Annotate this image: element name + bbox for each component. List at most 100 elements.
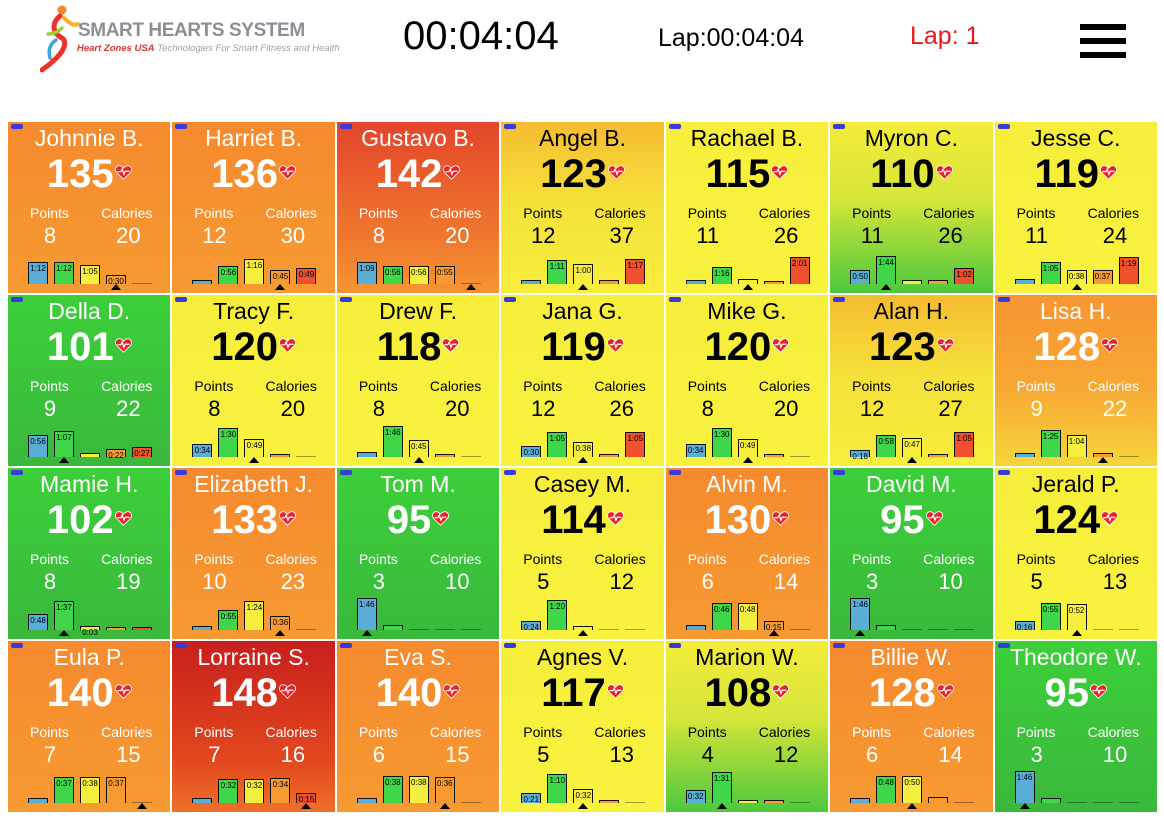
athlete-tile[interactable]: Eula P. 140 Points Calories 7 15 0:37 0:3…: [8, 641, 171, 812]
zone-bar: 1:05: [1040, 262, 1061, 284]
app-header: SMART HEARTS SYSTEM Heart Zones USA Tech…: [0, 0, 1164, 118]
calories-label: Calories: [758, 378, 811, 394]
points-value: 8: [43, 569, 57, 594]
device-badge-icon: [175, 643, 188, 648]
athlete-tile[interactable]: Agnes V. 117 Points Calories 5 13 0:21 1:…: [501, 641, 664, 812]
zone-bar-empty: [1066, 802, 1087, 803]
zone-bar: 0:55: [1040, 603, 1061, 630]
athlete-tile[interactable]: Angel B. 123 Points Calories 12 37 1:11 1…: [501, 122, 664, 293]
device-badge-icon: [997, 124, 1010, 129]
athlete-tile[interactable]: Lisa H. 128 Points Calories 9 22 1:25 1:0…: [994, 295, 1157, 466]
zone-bar: [192, 626, 213, 630]
device-badge-icon: [504, 297, 517, 302]
heart-icon: [279, 338, 296, 353]
zone-time-chart: 1:09 0:56 0:56 0:55: [356, 122, 499, 290]
zone-bar: 0:38: [1066, 270, 1087, 284]
zone-bar-empty: [132, 283, 152, 284]
device-badge-icon: [175, 124, 188, 129]
points-label: Points: [523, 551, 563, 567]
device-badge-icon: [997, 470, 1010, 475]
heart-rate: 142: [375, 152, 443, 196]
athlete-tile[interactable]: David M. 95 Points Calories 3 10 1:46: [830, 468, 993, 639]
points-label: Points: [358, 724, 398, 740]
athlete-tile[interactable]: Alvin M. 130 Points Calories 6 14 0:46 0:…: [665, 468, 829, 639]
zone-bar: [28, 798, 48, 803]
zone-bar: [737, 800, 758, 803]
athlete-tile[interactable]: Lorraine S. 148 Points Calories 7 16 0:3…: [172, 641, 335, 812]
zone-bar: 1:02: [954, 268, 975, 284]
heart-rate: 140: [375, 671, 443, 715]
current-zone-marker-icon: [275, 630, 286, 636]
zone-bar: [763, 800, 784, 803]
zone-bar: [928, 454, 949, 457]
athlete-tile[interactable]: Eva S. 140 Points Calories 6 15 0:38 0:38…: [336, 641, 500, 812]
zone-bar: 0:32: [573, 789, 594, 803]
points-label: Points: [852, 378, 892, 394]
zone-bar: [1092, 453, 1113, 457]
athlete-name: Tracy F.: [213, 298, 295, 324]
points-value: 8: [208, 396, 221, 421]
zone-bar: [763, 454, 784, 457]
athlete-tile[interactable]: Casey M. 114 Points Calories 5 12 0:24 1:…: [501, 468, 664, 639]
athlete-tile[interactable]: Johnnie B. 135 Points Calories 8 20 1:12…: [8, 122, 171, 293]
zone-bar: 0:34: [685, 444, 706, 457]
zone-bar: 1:12: [54, 262, 74, 284]
points-label: Points: [523, 378, 563, 394]
zone-bar: 0:49: [244, 439, 265, 457]
athlete-tile[interactable]: Elizabeth J. 133 Points Calories 10 23 0…: [172, 468, 335, 639]
heart-rate: 120: [704, 325, 772, 369]
hamburger-menu-icon[interactable]: [1080, 24, 1126, 58]
zone-bar: 0:56: [28, 435, 48, 457]
athlete-name: Mike G.: [707, 298, 787, 324]
athlete-tile[interactable]: Alan H. 123 Points Calories 12 27 0:18 0:…: [830, 295, 993, 466]
heart-rate: 135: [46, 152, 114, 196]
athlete-tile[interactable]: Marion W. 108 Points Calories 4 12 0:32 1…: [665, 641, 829, 812]
zone-time-chart: 0:18 0:58 0:47 1:05: [850, 295, 992, 463]
zone-bar: 1:04: [1066, 435, 1087, 457]
points-value: 11: [1025, 223, 1048, 248]
athlete-tile[interactable]: Myron C. 110 Points Calories 11 26 0:50 1…: [830, 122, 993, 293]
current-zone-marker-icon: [881, 284, 892, 290]
zone-time-chart: 1:12 1:12 1:05 0:30: [28, 122, 170, 290]
heart-icon: [279, 165, 296, 180]
points-label: Points: [358, 551, 398, 567]
athlete-tile[interactable]: Theodore W. 95 Points Calories 3 10 1:46: [994, 641, 1157, 812]
points-value: 12: [531, 396, 556, 421]
athlete-tile[interactable]: Jerald P. 124 Points Calories 5 13 0:16 0…: [994, 468, 1157, 639]
athlete-tile[interactable]: Harriet B. 136 Points Calories 12 30 0:5…: [172, 122, 335, 293]
athlete-tile[interactable]: Gustavo B. 142 Points Calories 8 20 1:09…: [336, 122, 500, 293]
lap-counter: Lap: 1: [910, 22, 980, 50]
athlete-tile[interactable]: Jana G. 119 Points Calories 12 26 0:30 1:…: [501, 295, 664, 466]
athlete-tile[interactable]: Jesse C. 119 Points Calories 11 24 1:05 0…: [994, 122, 1157, 293]
heart-icon: [606, 684, 624, 699]
athlete-tile[interactable]: Drew F. 118 Points Calories 8 20 1:46 0:4…: [336, 295, 500, 466]
current-zone-marker-icon: [137, 803, 147, 809]
zone-time-chart: 0:32 0:32 0:34 0:15: [192, 641, 334, 809]
athlete-tile[interactable]: Della D. 101 Points Calories 9 22 0:56 1:…: [8, 295, 171, 466]
heart-icon: [432, 511, 450, 526]
athlete-name: Jesse C.: [1031, 125, 1121, 151]
points-value: 5: [537, 742, 550, 767]
zone-time-chart: 0:56 1:07 0:22 0:27: [28, 295, 170, 463]
athlete-tile[interactable]: Tom M. 95 Points Calories 3 10 1:46: [336, 468, 500, 639]
heart-icon: [771, 165, 789, 180]
athlete-tile[interactable]: Mamie H. 102 Points Calories 8 19 0:48 1:…: [8, 468, 171, 639]
heart-rate: 95: [386, 498, 432, 542]
zone-bar: 1:11: [547, 260, 568, 284]
athlete-tile[interactable]: Rachael B. 115 Points Calories 11 26 1:1…: [665, 122, 829, 293]
athlete-tile[interactable]: Mike G. 120 Points Calories 8 20 0:34 1:3…: [665, 295, 829, 466]
athlete-name: Angel B.: [539, 125, 626, 151]
zone-bar: 0:49: [296, 268, 317, 284]
points-label: Points: [852, 724, 892, 740]
current-zone-marker-icon: [1019, 803, 1030, 809]
points-value: 11: [696, 223, 720, 248]
athlete-name: Alan H.: [873, 298, 950, 324]
zone-bar: 0:18: [850, 450, 871, 461]
athlete-tile[interactable]: Tracy F. 120 Points Calories 8 20 0:34 1:…: [172, 295, 335, 466]
heart-rate: 102: [46, 498, 114, 542]
zone-bar: 0:55: [218, 610, 239, 630]
athlete-name: Tom M.: [380, 471, 456, 497]
zone-bar: [685, 280, 706, 284]
athlete-name: Drew F.: [379, 298, 458, 324]
athlete-tile[interactable]: Billie W. 128 Points Calories 6 14 0:48 0…: [830, 641, 993, 812]
